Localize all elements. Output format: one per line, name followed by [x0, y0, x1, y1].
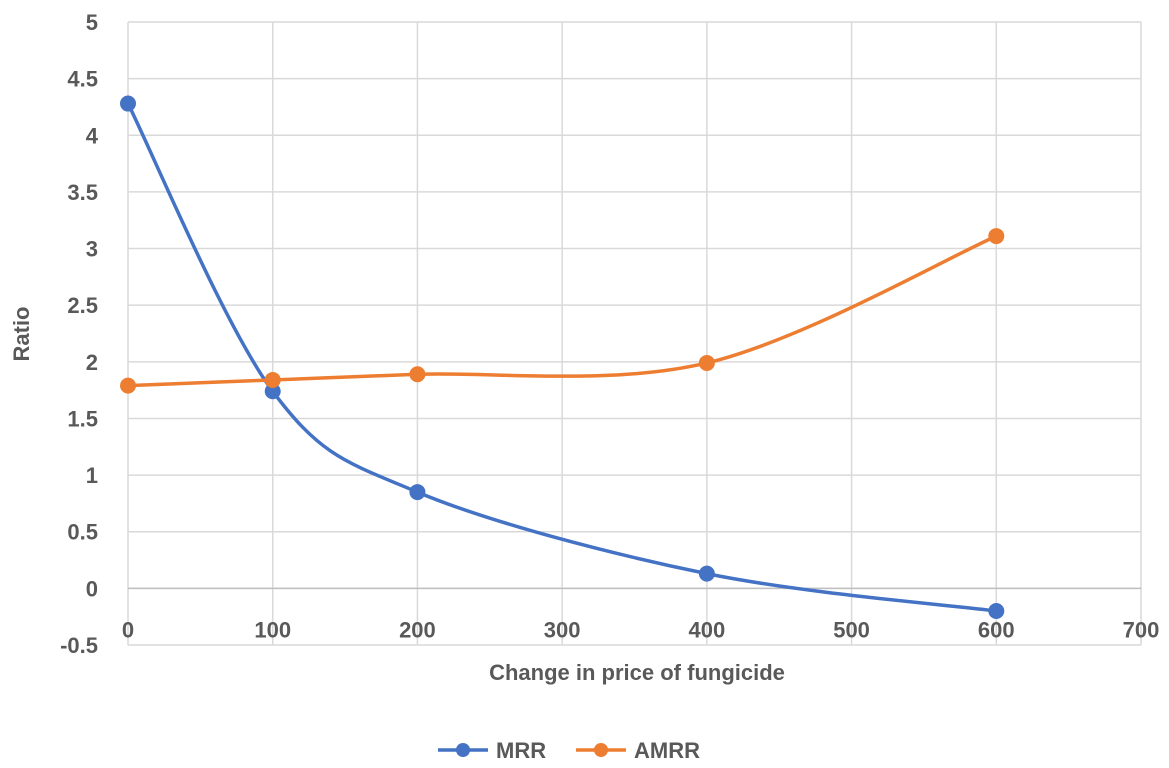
- series-markers: [120, 95, 1005, 620]
- y-tick-label: 4: [86, 123, 99, 148]
- x-tick-label: 0: [122, 617, 134, 642]
- data-point-amrr: [698, 354, 715, 371]
- data-point-mrr: [988, 603, 1005, 620]
- x-tick-label: 300: [544, 617, 581, 642]
- y-tick-label: 3.5: [67, 180, 98, 205]
- data-point-amrr: [409, 366, 426, 383]
- series-line-mrr: [126, 102, 997, 613]
- y-tick-label: 5: [86, 10, 98, 35]
- y-tick-label: 0: [86, 576, 98, 601]
- legend: MRR AMRR: [438, 738, 700, 763]
- y-tick-label: 1.5: [67, 406, 98, 431]
- x-tick-label: 500: [833, 617, 870, 642]
- y-axis-title: Ratio: [9, 307, 34, 362]
- legend-label-amrr: AMRR: [634, 738, 700, 763]
- y-tick-label: 2: [86, 350, 98, 375]
- data-point-amrr: [988, 228, 1005, 245]
- legend-marker-mrr: [456, 743, 470, 757]
- x-tick-label: 600: [978, 617, 1015, 642]
- x-tick-label: 400: [688, 617, 725, 642]
- y-tick-label: -0.5: [60, 633, 98, 658]
- series-line-amrr: [127, 234, 997, 388]
- legend-label-mrr: MRR: [496, 738, 546, 763]
- y-tick-label: 3: [86, 237, 98, 262]
- y-tick-label: 2.5: [67, 293, 98, 318]
- x-axis-title: Change in price of fungicide: [489, 660, 785, 685]
- data-point-mrr: [264, 383, 281, 400]
- x-axis-ticks: 0 100 200 300 400 500 600 700: [122, 617, 1159, 642]
- data-point-mrr: [409, 484, 426, 501]
- y-axis-ticks: -0.5 0 0.5 1 1.5 2 2.5 3 3.5 4 4.5 5: [60, 10, 99, 658]
- gridlines: [127, 21, 1142, 646]
- data-point-amrr: [264, 371, 281, 388]
- legend-marker-amrr: [594, 743, 608, 757]
- data-point-mrr: [120, 95, 136, 112]
- y-tick-label: 1: [86, 463, 98, 488]
- y-tick-label: 4.5: [67, 67, 98, 92]
- data-point-amrr: [120, 377, 136, 394]
- y-tick-label: 0.5: [67, 520, 98, 545]
- x-tick-label: 200: [399, 617, 436, 642]
- x-tick-label: 100: [254, 617, 291, 642]
- data-point-mrr: [698, 565, 715, 582]
- x-tick-label: 700: [1123, 617, 1160, 642]
- series-lines: [126, 102, 997, 613]
